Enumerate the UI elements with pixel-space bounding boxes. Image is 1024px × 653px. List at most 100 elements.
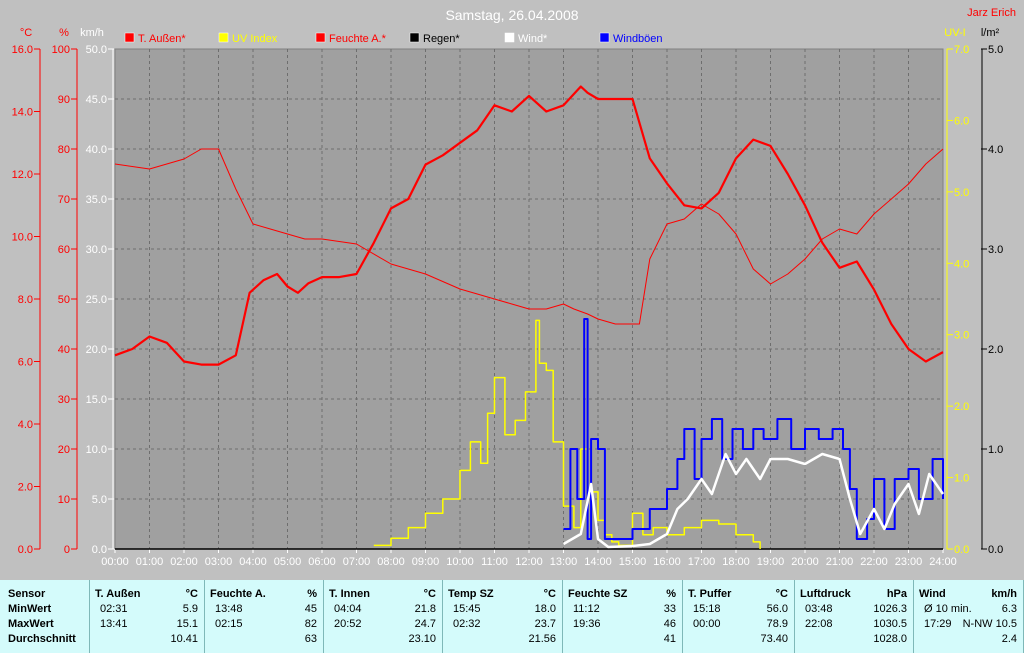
axis-tick-label: 5.0 — [988, 44, 1003, 56]
legend-label: Regen* — [423, 33, 460, 45]
series-line-windboeen — [563, 318, 944, 540]
stat-min-value: 33 — [663, 603, 676, 615]
axis-tick-label: 3.0 — [954, 330, 969, 342]
stat-max-value: 23.7 — [534, 618, 556, 630]
axis-tick-label: 4.0 — [18, 419, 33, 431]
x-tick-label: 10:00 — [446, 556, 474, 568]
axis-tick-label: 10.0 — [12, 232, 33, 244]
stat-section: T. Außen °C 02:31 5.9 13:41 15.1 10.41 — [90, 580, 205, 653]
legend-label: T. Außen* — [138, 33, 186, 45]
x-tick-label: 00:00 — [101, 556, 129, 568]
axis-tick-label: 10 — [58, 494, 70, 506]
axis-tick-label: 5.0 — [954, 187, 969, 199]
stat-min-time: 15:18 — [693, 603, 721, 615]
axis-tick-label: 50 — [58, 294, 70, 306]
stat-unit: % — [307, 588, 317, 600]
x-tick-label: 13:00 — [550, 556, 578, 568]
stat-unit: °C — [543, 588, 556, 600]
legend-swatch — [599, 32, 610, 43]
weather-chart: Samstag, 26.04.2008 Jarz Erich T. Außen* UV… — [12, 7, 1016, 568]
axis-tick-label: 10.0 — [86, 444, 107, 456]
axis-tick-label: 45.0 — [86, 94, 107, 106]
stat-max-value: 82 — [304, 618, 317, 630]
axis-tick-label: 60 — [58, 244, 70, 256]
stat-section: Temp SZ °C 15:45 18.0 02:32 23.7 21.56 — [443, 580, 563, 653]
x-tick-label: 09:00 — [412, 556, 440, 568]
axis-tick-label: 6.0 — [18, 357, 33, 369]
axis-tick-label: 5.0 — [92, 494, 107, 506]
axis-unit-rain: l/m² — [981, 27, 1000, 39]
x-tick-label: 03:00 — [205, 556, 233, 568]
axis-tick-label: 80 — [58, 144, 70, 156]
stat-min-time: 03:48 — [805, 603, 833, 615]
stat-sensor-name: T. Innen — [329, 588, 370, 600]
x-tick-label: 16:00 — [653, 556, 681, 568]
x-tick-label: 11:00 — [481, 556, 508, 568]
stat-min-value: 6.3 — [1001, 603, 1017, 615]
axis-tick-label: 4.0 — [954, 258, 969, 270]
stat-section: Feuchte SZ% 11:12 33 19:36 46 41 — [563, 580, 683, 653]
axis-unit-celsius: °C — [20, 27, 32, 39]
row-label-average: Durchschnitt — [8, 633, 76, 645]
stat-max-value: 1030.5 — [873, 618, 907, 630]
x-tick-label: 24:00 — [929, 556, 957, 568]
stat-section: Wind km/h Ø 10 min. 6.3 17:29 N-NW 10.5 2.4 — [914, 580, 1024, 653]
stat-sensor-name: Feuchte SZ — [568, 588, 628, 600]
legend-label: Windböen — [613, 33, 663, 45]
stat-min-value: 56.0 — [766, 603, 788, 615]
stat-unit: hPa — [886, 588, 907, 600]
row-label-min: MinWert — [8, 603, 52, 615]
x-tick-label: 20:00 — [791, 556, 819, 568]
author-label: Jarz Erich — [967, 7, 1016, 19]
legend-swatch — [315, 32, 326, 43]
axis-tick-label: 70 — [58, 194, 70, 206]
stat-max-value: 46 — [663, 618, 676, 630]
stat-min-time: 15:45 — [453, 603, 481, 615]
legend-swatch — [124, 32, 135, 43]
axis-tick-label: 35.0 — [86, 194, 107, 206]
legend-label: Feuchte A.* — [329, 33, 387, 45]
axis-tick-label: 1.0 — [954, 473, 969, 485]
stat-section: T. Puffer °C 15:18 56.0 00:00 78.9 73.40 — [683, 580, 795, 653]
stat-unit: % — [666, 588, 676, 600]
x-tick-label: 02:00 — [170, 556, 198, 568]
stat-average-value: 21.56 — [528, 633, 556, 645]
row-label-sensor: Sensor — [8, 588, 46, 600]
stat-max-time: 17:29 — [924, 618, 952, 630]
x-tick-label: 01:00 — [136, 556, 164, 568]
stat-min-time: 11:12 — [573, 603, 600, 615]
stat-sensor-name: Feuchte A. — [210, 588, 266, 600]
series-line-feuchte — [114, 148, 944, 325]
x-tick-label: 21:00 — [826, 556, 854, 568]
axis-tick-label: 3.0 — [988, 244, 1003, 256]
axis-tick-label: 4.0 — [988, 144, 1003, 156]
x-tick-label: 22:00 — [860, 556, 888, 568]
statistics-table: Sensor MinWert MaxWert Durchschnitt T. A… — [0, 580, 1024, 653]
stat-min-value: 1026.3 — [873, 603, 907, 615]
axis-tick-label: 90 — [58, 94, 70, 106]
axis-tick-label: 12.0 — [12, 169, 33, 181]
axis-tick-label: 0.0 — [988, 544, 1003, 556]
axis-tick-label: 20.0 — [86, 344, 107, 356]
stat-sensor-name: Wind — [919, 588, 946, 600]
stat-max-time: 20:52 — [334, 618, 362, 630]
legend-label: Wind* — [518, 33, 548, 45]
x-tick-label: 08:00 — [377, 556, 405, 568]
stat-max-value: 15.1 — [176, 618, 198, 630]
stat-min-time: 02:31 — [100, 603, 128, 615]
stat-sensor-name: Luftdruck — [800, 588, 851, 600]
stat-max-time: 22:08 — [805, 618, 833, 630]
stat-max-value: N-NW 10.5 — [962, 618, 1017, 630]
stat-section: Feuchte A.% 13:48 45 02:15 82 63 — [205, 580, 324, 653]
row-label-max: MaxWert — [8, 618, 54, 630]
axis-tick-label: 2.0 — [988, 344, 1003, 356]
legend-swatch — [218, 32, 229, 43]
stat-max-time: 02:32 — [453, 618, 481, 630]
stat-average-value: 23.10 — [408, 633, 436, 645]
stat-max-time: 02:15 — [215, 618, 243, 630]
x-tick-label: 18:00 — [722, 556, 750, 568]
axis-tick-label: 100 — [52, 44, 70, 56]
stat-max-time: 19:36 — [573, 618, 601, 630]
legend-swatch — [504, 32, 515, 43]
stat-min-value: 18.0 — [534, 603, 556, 615]
